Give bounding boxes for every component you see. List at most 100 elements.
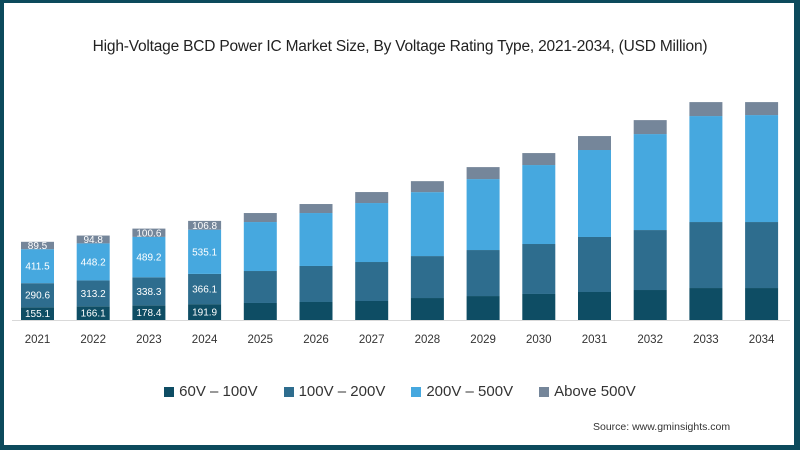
- legend-item-200v-500v: 200V – 500V: [411, 383, 513, 400]
- bar-segment-2033-s2: [689, 116, 723, 223]
- bar-segment-2031-s3: [578, 136, 611, 151]
- legend-swatch: [164, 386, 175, 397]
- bar-segment-2029-s2: [466, 179, 500, 251]
- bar-segment-2028-s2: [410, 192, 444, 257]
- bar-segment-2023-s2: [132, 236, 166, 278]
- bar-segment-2031-s1: [578, 236, 611, 292]
- bar-segment-2022-s2: [76, 243, 110, 281]
- x-tick-label: 2028: [415, 334, 441, 346]
- bar-segment-2031-s0: [578, 291, 611, 320]
- legend-label: 100V – 200V: [298, 383, 386, 400]
- legend-swatch: [539, 386, 550, 397]
- source-note: Source: www.gminsights.com: [593, 421, 731, 433]
- bar-segment-2033-s0: [689, 288, 723, 320]
- bar-segment-2027-s0: [355, 301, 389, 320]
- x-tick-label: 2026: [303, 334, 329, 346]
- legend-label: 60V – 100V: [179, 383, 258, 400]
- bar-segment-2027-s3: [355, 192, 389, 204]
- data-label: 100.6: [136, 228, 161, 239]
- bar-segment-2021-s3: [21, 241, 54, 250]
- bar-segment-2027-s2: [355, 203, 389, 263]
- bar-segment-2027-s1: [355, 262, 389, 302]
- x-tick-label: 2024: [192, 334, 218, 346]
- bar-segment-2032-s3: [633, 120, 667, 135]
- bar-segment-2024-s2: [188, 229, 222, 274]
- bar-segment-2021-s2: [21, 249, 54, 284]
- x-tick-label: 2032: [637, 334, 663, 346]
- data-label: 155.1: [25, 309, 50, 320]
- bar-segment-2021-s0: [21, 307, 54, 320]
- legend-label: Above 500V: [554, 383, 636, 400]
- bar-segment-2021-s1: [21, 283, 54, 308]
- bar-segment-2032-s1: [633, 230, 667, 291]
- legend-swatch: [283, 386, 294, 397]
- bars-group: 155.1 290.6 411.5 89.5 166.1 313.2 448.2 94.8 17…: [21, 102, 779, 320]
- bar-segment-2030-s2: [522, 165, 556, 245]
- bar-segment-2033-s3: [689, 102, 723, 117]
- bar-segment-2022-s1: [76, 280, 110, 307]
- bar-segment-2030-s3: [522, 153, 556, 166]
- bar-segment-2023-s1: [132, 277, 166, 306]
- bar-segment-2030-s1: [522, 244, 556, 294]
- x-tick-label: 2030: [526, 334, 552, 346]
- bar-segment-2029-s0: [466, 296, 500, 320]
- data-label: 178.4: [136, 308, 161, 319]
- bar-segment-2023-s0: [132, 305, 166, 320]
- bar-segment-2031-s2: [578, 150, 611, 237]
- x-tick-label: 2031: [582, 334, 608, 346]
- bar-segment-2028-s1: [410, 256, 444, 299]
- bar-segment-2024-s1: [188, 273, 222, 305]
- x-tick-labels: 2021 2022 2023 2024 2025 2026 2027 2028 2029 2030…: [25, 334, 775, 346]
- bar-segment-2023-s3: [132, 228, 166, 237]
- data-label: 366.1: [192, 285, 217, 296]
- x-tick-label: 2027: [359, 334, 385, 346]
- bar-segment-2029-s1: [466, 250, 500, 297]
- data-label: 191.9: [192, 308, 217, 319]
- data-label: 89.5: [28, 241, 48, 252]
- legend-item-60v-100v: 60V – 100V: [164, 383, 258, 400]
- bar-segment-2032-s2: [633, 134, 667, 231]
- chart-title: High-Voltage BCD Power IC Market Size, B…: [92, 38, 708, 55]
- legend-label: 200V – 500V: [426, 383, 514, 400]
- bar-segment-2026-s1: [299, 265, 333, 302]
- x-tick-label: 2029: [470, 334, 496, 346]
- data-label: 290.6: [25, 291, 50, 302]
- bar-segment-2024-s3: [188, 220, 222, 230]
- bar-segment-2022-s3: [76, 235, 110, 244]
- bar-segment-2028-s0: [410, 298, 444, 320]
- bar-segment-2025-s2: [243, 222, 277, 272]
- bar-segment-2026-s2: [299, 213, 333, 266]
- data-label: 489.2: [136, 253, 161, 264]
- legend-item-100v-200v: 100V – 200V: [283, 383, 386, 400]
- x-tick-label: 2023: [136, 334, 162, 346]
- x-tick-label: 2033: [693, 334, 719, 346]
- legend-swatch: [411, 386, 422, 397]
- bar-segment-2026-s3: [299, 204, 333, 214]
- bar-segment-2034-s2: [745, 115, 779, 223]
- data-label: 448.2: [81, 257, 106, 268]
- bar-segment-2032-s0: [633, 290, 667, 320]
- bar-segment-2030-s0: [522, 293, 556, 320]
- bar-segment-2026-s0: [299, 301, 333, 320]
- data-label: 94.8: [83, 235, 103, 246]
- legend-item-above-500v: Above 500V: [539, 383, 636, 400]
- legend: 60V – 100V 100V – 200V 200V – 500V Above…: [0, 383, 800, 400]
- data-label: 313.2: [81, 289, 106, 300]
- bar-segment-2025-s1: [243, 271, 277, 303]
- data-label: 166.1: [81, 309, 106, 320]
- data-label: 535.1: [192, 247, 217, 258]
- data-label: 338.3: [136, 287, 161, 298]
- bar-segment-2034-s1: [745, 222, 779, 289]
- bar-segment-2034-s0: [745, 288, 779, 320]
- bar-segment-2029-s3: [466, 167, 500, 180]
- bar-segment-2033-s1: [689, 222, 723, 289]
- bar-segment-2024-s0: [188, 304, 222, 320]
- x-tick-label: 2034: [749, 334, 775, 346]
- bar-segment-2025-s3: [243, 213, 277, 223]
- x-tick-label: 2021: [25, 334, 51, 346]
- data-label: 106.8: [192, 221, 217, 232]
- bar-segment-2022-s0: [76, 306, 110, 320]
- bar-segment-2028-s3: [410, 181, 444, 193]
- x-tick-label: 2025: [248, 334, 274, 346]
